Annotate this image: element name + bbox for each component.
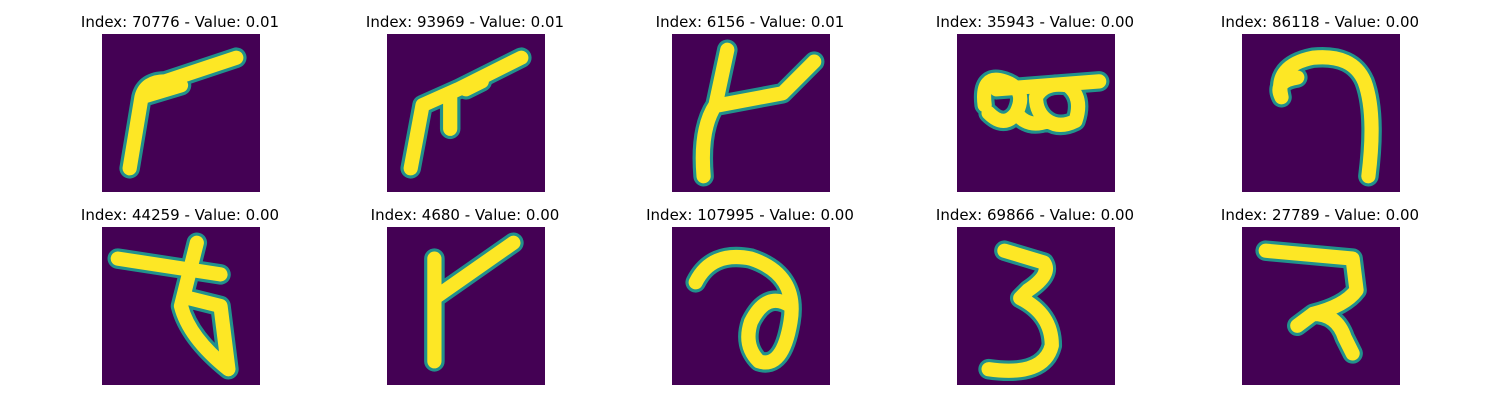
handwritten-glyph [957, 34, 1115, 192]
digit-image [672, 227, 830, 385]
panel-7: Index: 4680 - Value: 0.00 [355, 206, 575, 386]
digit-image [957, 227, 1115, 385]
handwritten-glyph [387, 227, 545, 385]
handwritten-glyph [1242, 227, 1400, 385]
panel-title: Index: 4680 - Value: 0.00 [370, 206, 560, 224]
panel-title: Index: 6156 - Value: 0.01 [655, 13, 845, 31]
panel-8: Index: 107995 - Value: 0.00 [640, 206, 860, 386]
glyph-stroke-core [695, 42, 822, 184]
digit-image [1242, 227, 1400, 385]
glyph-stroke-core [688, 249, 799, 370]
panel-title: Index: 93969 - Value: 0.01 [365, 13, 565, 31]
panel-title: Index: 70776 - Value: 0.01 [80, 13, 280, 31]
panel-2: Index: 93969 - Value: 0.01 [355, 13, 575, 193]
handwritten-glyph [672, 227, 830, 385]
digit-image [957, 34, 1115, 192]
handwritten-glyph [957, 227, 1115, 385]
handwritten-glyph [1242, 34, 1400, 192]
glyph-stroke-core [122, 50, 244, 176]
panel-9: Index: 69866 - Value: 0.00 [925, 206, 1145, 386]
glyph-stroke-core [110, 235, 236, 377]
handwritten-glyph [102, 227, 260, 385]
panel-title: Index: 35943 - Value: 0.00 [935, 13, 1135, 31]
panel-title: Index: 44259 - Value: 0.00 [80, 206, 280, 224]
glyph-stroke-core [1258, 243, 1364, 361]
digit-image [102, 227, 260, 385]
handwritten-glyph [672, 34, 830, 192]
panel-3: Index: 6156 - Value: 0.01 [640, 13, 860, 193]
panel-title: Index: 69866 - Value: 0.00 [935, 206, 1135, 224]
digit-image [102, 34, 260, 192]
panel-6: Index: 44259 - Value: 0.00 [70, 206, 290, 386]
digit-image [672, 34, 830, 192]
digit-image [387, 227, 545, 385]
panel-10: Index: 27789 - Value: 0.00 [1210, 206, 1430, 386]
digit-image [1242, 34, 1400, 192]
handwritten-glyph [387, 34, 545, 192]
digit-image [387, 34, 545, 192]
panel-5: Index: 86118 - Value: 0.00 [1210, 13, 1430, 193]
handwritten-glyph [102, 34, 260, 192]
panel-title: Index: 86118 - Value: 0.00 [1220, 13, 1420, 31]
panel-4: Index: 35943 - Value: 0.00 [925, 13, 1145, 193]
glyph-stroke-core [403, 50, 529, 176]
glyph-stroke-core [981, 243, 1059, 378]
glyph-stroke-core [427, 235, 521, 369]
panel-1: Index: 70776 - Value: 0.01 [70, 13, 290, 193]
glyph-stroke-core [1272, 50, 1379, 184]
glyph-stroke-core [976, 72, 1107, 132]
panel-title: Index: 107995 - Value: 0.00 [646, 206, 854, 224]
panel-title: Index: 27789 - Value: 0.00 [1220, 206, 1420, 224]
